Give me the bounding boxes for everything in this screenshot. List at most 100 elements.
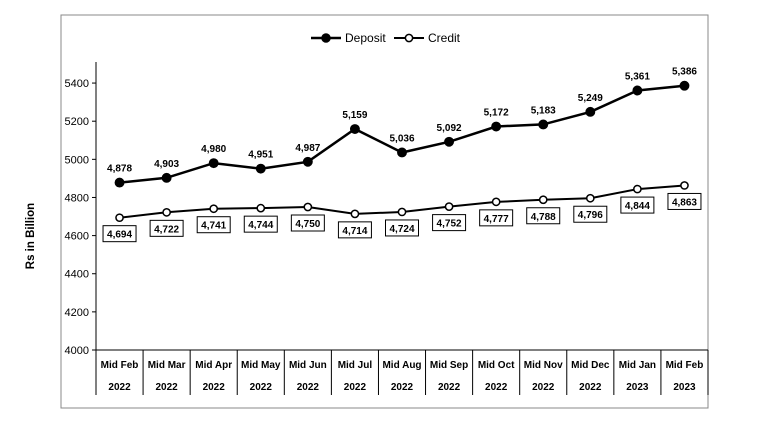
x-tick-label-year: 2022 — [250, 382, 273, 393]
credit-data-label: 4,722 — [154, 224, 179, 235]
legend: Deposit Credit — [311, 31, 461, 45]
credit-data-label: 4,750 — [295, 219, 320, 230]
x-tick-label-month: Mid Jun — [289, 360, 327, 371]
legend-deposit-marker — [321, 33, 331, 43]
x-tick-label-year: 2022 — [344, 382, 367, 393]
deposit-data-label: 5,249 — [578, 93, 603, 104]
credit-data-label-box — [526, 207, 561, 225]
credit-point — [585, 193, 595, 203]
y-tick-label: 5400 — [65, 78, 89, 90]
deposit-data-label: 5,036 — [389, 133, 414, 144]
deposit-data-label: 5,172 — [484, 108, 509, 119]
deposit-point — [679, 80, 690, 91]
chart-border — [60, 14, 709, 409]
x-tick-label-year: 2022 — [203, 382, 226, 393]
x-tick-label-year: 2023 — [626, 382, 649, 393]
x-axis-table: Mid Feb 2022 Mid Mar 2022 Mid Apr 2022 Mid May… — [95, 349, 709, 395]
credit-point — [303, 202, 313, 212]
credit-data-label: 4,863 — [672, 197, 697, 208]
x-tick-label-year: 2022 — [485, 382, 508, 393]
deposit-data-label: 4,951 — [248, 150, 273, 161]
x-tick-label-month: Mid Feb — [101, 360, 139, 371]
credit-data-label-box — [667, 192, 702, 210]
x-tick-label-month: Mid Feb — [666, 360, 704, 371]
x-tick-label-month: Mid Sep — [430, 360, 468, 371]
credit-data-label: 4,714 — [342, 226, 367, 237]
x-tick-label-month: Mid Aug — [382, 360, 421, 371]
x-tick-label-year: 2022 — [438, 382, 461, 393]
deposit-data-label: 5,386 — [672, 67, 697, 78]
credit-point — [209, 204, 219, 214]
x-tick-label-year: 2022 — [579, 382, 602, 393]
x-tick-label-year: 2023 — [673, 382, 696, 393]
credit-data-label: 4,694 — [107, 230, 132, 241]
deposit-data-label: 4,980 — [201, 144, 226, 155]
y-tick-label: 4000 — [65, 345, 89, 357]
x-tick-label-month: Mid May — [241, 360, 281, 371]
credit-point — [444, 202, 454, 211]
x-tick-label-month: Mid Apr — [195, 360, 232, 371]
deposit-data-label: 5,092 — [437, 123, 462, 134]
deposit-data-label: 4,903 — [154, 159, 179, 170]
credit-point — [680, 181, 689, 190]
y-tick-label: 4200 — [65, 307, 89, 319]
credit-point — [491, 197, 501, 207]
x-tick-label-month: Mid Mar — [148, 360, 186, 371]
y-tick-label: 4600 — [65, 231, 89, 243]
credit-data-label-box — [337, 221, 372, 239]
y-tick-label: 5000 — [65, 154, 89, 166]
credit-data-label: 4,752 — [437, 219, 462, 230]
credit-point — [538, 195, 548, 205]
x-tick-label-month: Mid Jan — [619, 360, 656, 371]
y-axis-label: Rs in Billion — [25, 203, 37, 269]
credit-point — [397, 207, 407, 217]
deposit-point — [585, 106, 596, 117]
credit-data-label-box — [102, 225, 137, 243]
credit-point — [162, 207, 171, 217]
x-tick-label-year: 2022 — [108, 382, 131, 393]
credit-data-label: 4,741 — [201, 221, 226, 232]
credit-point — [256, 203, 266, 213]
series-markers — [114, 80, 690, 223]
x-tick-label-month: Mid Oct — [478, 360, 515, 371]
deposit-data-label: 4,878 — [107, 164, 132, 175]
deposit-point — [161, 172, 172, 183]
credit-data-label: 4,724 — [389, 224, 414, 235]
credit-point — [633, 184, 642, 194]
credit-data-label-box — [196, 216, 231, 234]
y-axis: 4000 4200 4400 4600 4800 5000 5200 5400 — [65, 62, 97, 357]
credit-point — [115, 213, 124, 223]
x-tick-label-month: Mid Nov — [524, 360, 563, 371]
credit-data-label: 4,844 — [625, 201, 650, 212]
x-tick-label-month: Mid Dec — [571, 360, 610, 371]
data-labels: 4,878 4,903 4,980 4,951 4,987 5,159 5,036 5,092… — [102, 67, 702, 243]
credit-data-label-box — [385, 219, 419, 237]
deposit-point — [538, 119, 549, 130]
legend-credit-label: Credit — [428, 31, 461, 45]
deposit-point — [491, 121, 502, 132]
x-tick-label-month: Mid Jul — [338, 360, 373, 371]
credit-data-label-box — [620, 196, 655, 214]
deposit-point — [349, 124, 360, 134]
credit-data-label: 4,777 — [484, 214, 509, 225]
credit-data-label: 4,744 — [248, 220, 273, 231]
deposit-point — [302, 156, 313, 167]
deposit-data-label: 5,159 — [342, 110, 367, 121]
x-tick-label-year: 2022 — [391, 382, 414, 393]
y-tick-label: 4800 — [65, 192, 89, 204]
deposit-point — [255, 163, 266, 174]
deposit-point — [444, 136, 455, 147]
x-tick-label-year: 2022 — [297, 382, 320, 393]
credit-data-label-box — [149, 219, 184, 237]
legend-deposit-label: Deposit — [345, 31, 386, 45]
deposit-point — [632, 85, 643, 96]
deposit-data-label: 4,987 — [295, 143, 320, 154]
credit-data-label: 4,796 — [578, 210, 603, 221]
deposit-data-label: 5,361 — [625, 72, 650, 83]
deposit-point — [114, 177, 125, 188]
deposit-data-label: 5,183 — [531, 105, 556, 116]
credit-data-label-box — [290, 214, 325, 232]
credit-data-label: 4,788 — [531, 212, 556, 223]
